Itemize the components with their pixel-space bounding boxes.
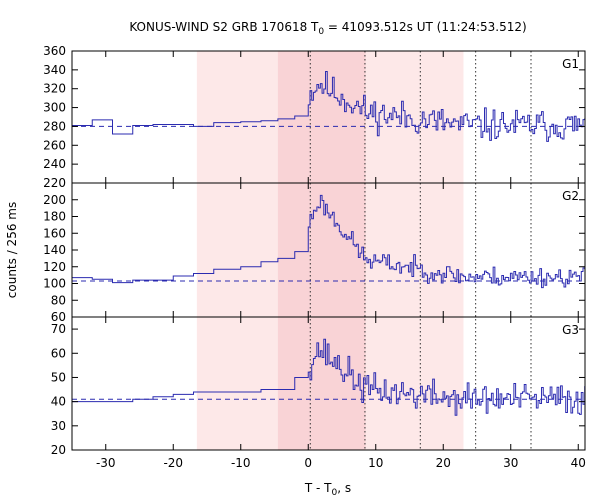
- panel-frame: [71, 316, 586, 451]
- panel-G1: 220 240 260 280 300 320 340 360 G1: [43, 44, 586, 190]
- panel-label: G2: [562, 189, 579, 203]
- x-tick-label: 20: [436, 456, 451, 470]
- x-axis-label: T - T0, s: [304, 481, 351, 498]
- y-tick-label: 70: [51, 322, 66, 336]
- y-tick-label: 40: [51, 395, 66, 409]
- y-tick-label: 300: [43, 101, 66, 115]
- y-tick-label: 30: [51, 419, 66, 433]
- y-tick-label: 160: [43, 226, 66, 240]
- light-curve-series: [72, 71, 586, 142]
- x-tick-label: -20: [163, 456, 183, 470]
- y-tick-label: 220: [43, 176, 66, 190]
- y-tick-label: 360: [43, 44, 66, 58]
- y-tick-label: 80: [51, 293, 66, 307]
- y-tick-label: 280: [43, 119, 66, 133]
- light-curve-series: [72, 338, 586, 416]
- y-tick-label: 260: [43, 138, 66, 152]
- y-tick-label: 20: [51, 443, 66, 457]
- shaded-region-inner: [277, 51, 366, 450]
- y-tick-label: 50: [51, 370, 66, 384]
- panel-G2: 60 80 100 120 140 160 180 200 G2: [43, 182, 586, 324]
- y-tick-label: 60: [51, 310, 66, 324]
- y-tick-label: 240: [43, 157, 66, 171]
- x-tick-label: 40: [571, 456, 586, 470]
- x-tick-label: -10: [231, 456, 251, 470]
- y-tick-label: 60: [51, 346, 66, 360]
- y-tick-label: 140: [43, 243, 66, 257]
- y-axis-label: counts / 256 ms: [5, 202, 19, 298]
- panel-label: G3: [562, 323, 579, 337]
- light-curve-series: [72, 194, 586, 289]
- panel-label: G1: [562, 57, 579, 71]
- plot-layer: 220240260280300320340360G160801001201401…: [43, 44, 586, 470]
- panel-G3: 20 30 40 50 60 70 G3: [51, 316, 586, 457]
- x-tick-label: 0: [304, 456, 312, 470]
- y-tick-label: 100: [43, 277, 66, 291]
- x-tick-label: 10: [368, 456, 383, 470]
- x-tick-label: 30: [503, 456, 518, 470]
- chart-title: KONUS-WIND S2 GRB 170618 T0 = 41093.512s…: [129, 20, 526, 37]
- y-tick-label: 120: [43, 260, 66, 274]
- y-tick-label: 200: [43, 193, 66, 207]
- y-tick-label: 180: [43, 210, 66, 224]
- y-tick-label: 340: [43, 63, 66, 77]
- y-tick-label: 320: [43, 82, 66, 96]
- x-tick-label: -30: [96, 456, 116, 470]
